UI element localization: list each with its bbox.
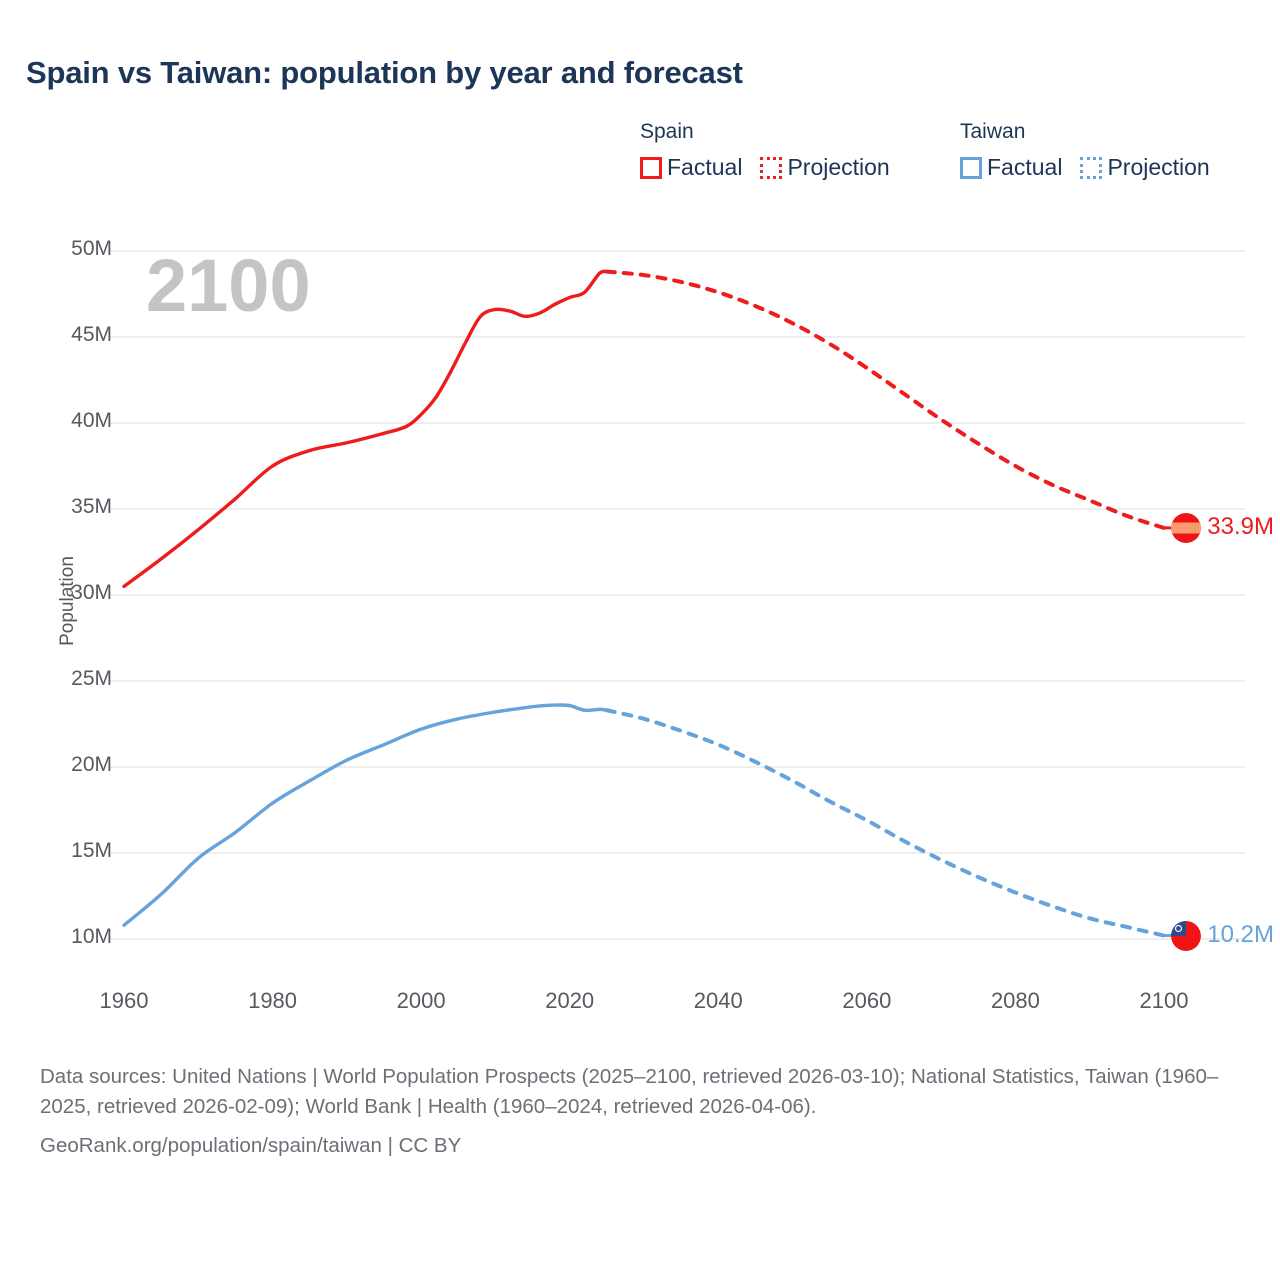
footer: Data sources: United Nations | World Pop…: [40, 1062, 1245, 1161]
page-title: Spain vs Taiwan: population by year and …: [26, 55, 743, 90]
legend-swatch-dotted-icon: [1080, 156, 1103, 179]
chart-legend: Spain Factual Projection Taiwan Factual: [640, 120, 1260, 206]
legend-swatch-dotted-icon: [760, 156, 783, 179]
spain-flag-icon: [1171, 512, 1202, 543]
legend-item-spain-projection[interactable]: Projection: [760, 154, 890, 181]
x-tick-label: 2040: [693, 988, 743, 1013]
chart-canvas: [108, 250, 1245, 940]
legend-item-spain-factual[interactable]: Factual: [640, 154, 742, 181]
legend-group-title-spain: Spain: [640, 120, 694, 143]
legend-swatch-solid-icon: [960, 156, 982, 179]
legend-group-taiwan: Taiwan Factual Projection: [960, 120, 1210, 181]
legend-label-taiwan-factual: Factual: [987, 154, 1063, 180]
plot-area: 2100 Population 10M 15M 20M 25M 30M 35M 40M 45M…: [57, 237, 1274, 1013]
y-tick-label: 30M: [71, 581, 112, 604]
legend-group-title-taiwan: Taiwan: [960, 120, 1026, 143]
taiwan-end-value: 10.2M: [1207, 920, 1274, 948]
series-line-taiwan-factual: [122, 703, 609, 927]
y-tick-label: 50M: [71, 237, 112, 260]
legend-item-taiwan-projection[interactable]: Projection: [1080, 154, 1210, 181]
y-tick-label: 35M: [71, 495, 112, 518]
series-line-taiwan-projection: [604, 708, 1166, 938]
y-tick-label: 20M: [71, 753, 112, 776]
legend-item-taiwan-factual[interactable]: Factual: [960, 154, 1062, 181]
legend-label-spain-factual: Factual: [667, 154, 743, 180]
taiwan-flag-icon: [1171, 920, 1202, 951]
x-tick-label: 2100: [1139, 988, 1189, 1013]
y-tick-label: 45M: [71, 323, 112, 346]
series-line-spain-factual: [122, 269, 609, 589]
y-tick-label: 40M: [71, 409, 112, 432]
legend-label-spain-projection: Projection: [787, 154, 890, 180]
series-paths: [122, 269, 1187, 938]
legend-group-spain: Spain Factual Projection: [640, 120, 890, 181]
y-tick-label: 25M: [71, 667, 112, 690]
x-tick-label: 2060: [842, 988, 892, 1013]
x-tick-label: 2080: [990, 988, 1040, 1013]
legend-label-taiwan-projection: Projection: [1107, 154, 1210, 180]
spain-end-value: 33.9M: [1207, 512, 1274, 540]
x-tick-label: 2020: [545, 988, 595, 1013]
x-tick-label: 2000: [396, 988, 446, 1013]
footer-sources: Data sources: United Nations | World Pop…: [40, 1065, 1219, 1118]
x-tick-label: 1960: [99, 988, 149, 1013]
y-tick-label: 15M: [71, 839, 112, 862]
footer-link[interactable]: GeoRank.org/population/spain/taiwan | CC…: [40, 1134, 462, 1158]
y-tick-label: 10M: [71, 925, 112, 948]
gridlines: [108, 250, 1245, 940]
x-tick-label: 1980: [248, 988, 298, 1013]
legend-swatch-solid-icon: [640, 156, 662, 179]
series-line-spain-projection: [604, 269, 1166, 530]
